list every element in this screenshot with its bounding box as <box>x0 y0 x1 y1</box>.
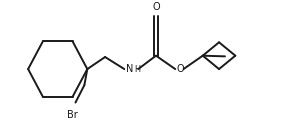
Text: O: O <box>152 2 160 11</box>
Text: O: O <box>177 64 184 74</box>
Text: N: N <box>126 64 133 74</box>
Text: Br: Br <box>67 110 78 120</box>
Text: H: H <box>134 65 140 74</box>
